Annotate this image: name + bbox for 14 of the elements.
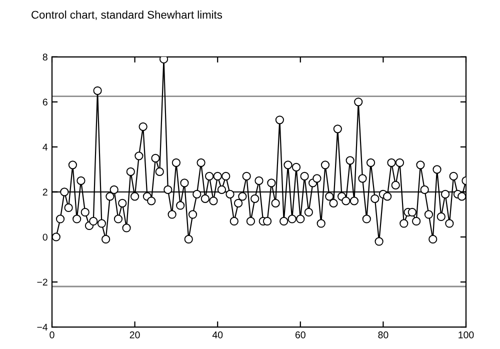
- x-tick-label: 60: [295, 331, 306, 338]
- x-tick-label: 40: [212, 331, 223, 338]
- y-tick-label: 0: [42, 234, 48, 241]
- x-tick-label: 0: [50, 331, 54, 338]
- y-tick-label: −4: [37, 324, 48, 331]
- y-tick-label: 8: [42, 54, 48, 61]
- y-tick-label: 2: [42, 188, 48, 196]
- y-tick-label: −2: [37, 278, 48, 286]
- y-tick-label: 4: [42, 144, 48, 150]
- x-tick-label: 20: [130, 331, 140, 338]
- chart-title: Control chart, standard Shewhart limits: [32, 10, 222, 20]
- x-tick-label: 100: [458, 331, 474, 338]
- y-tick-label: 6: [42, 98, 48, 106]
- x-tick-label: 80: [378, 331, 388, 338]
